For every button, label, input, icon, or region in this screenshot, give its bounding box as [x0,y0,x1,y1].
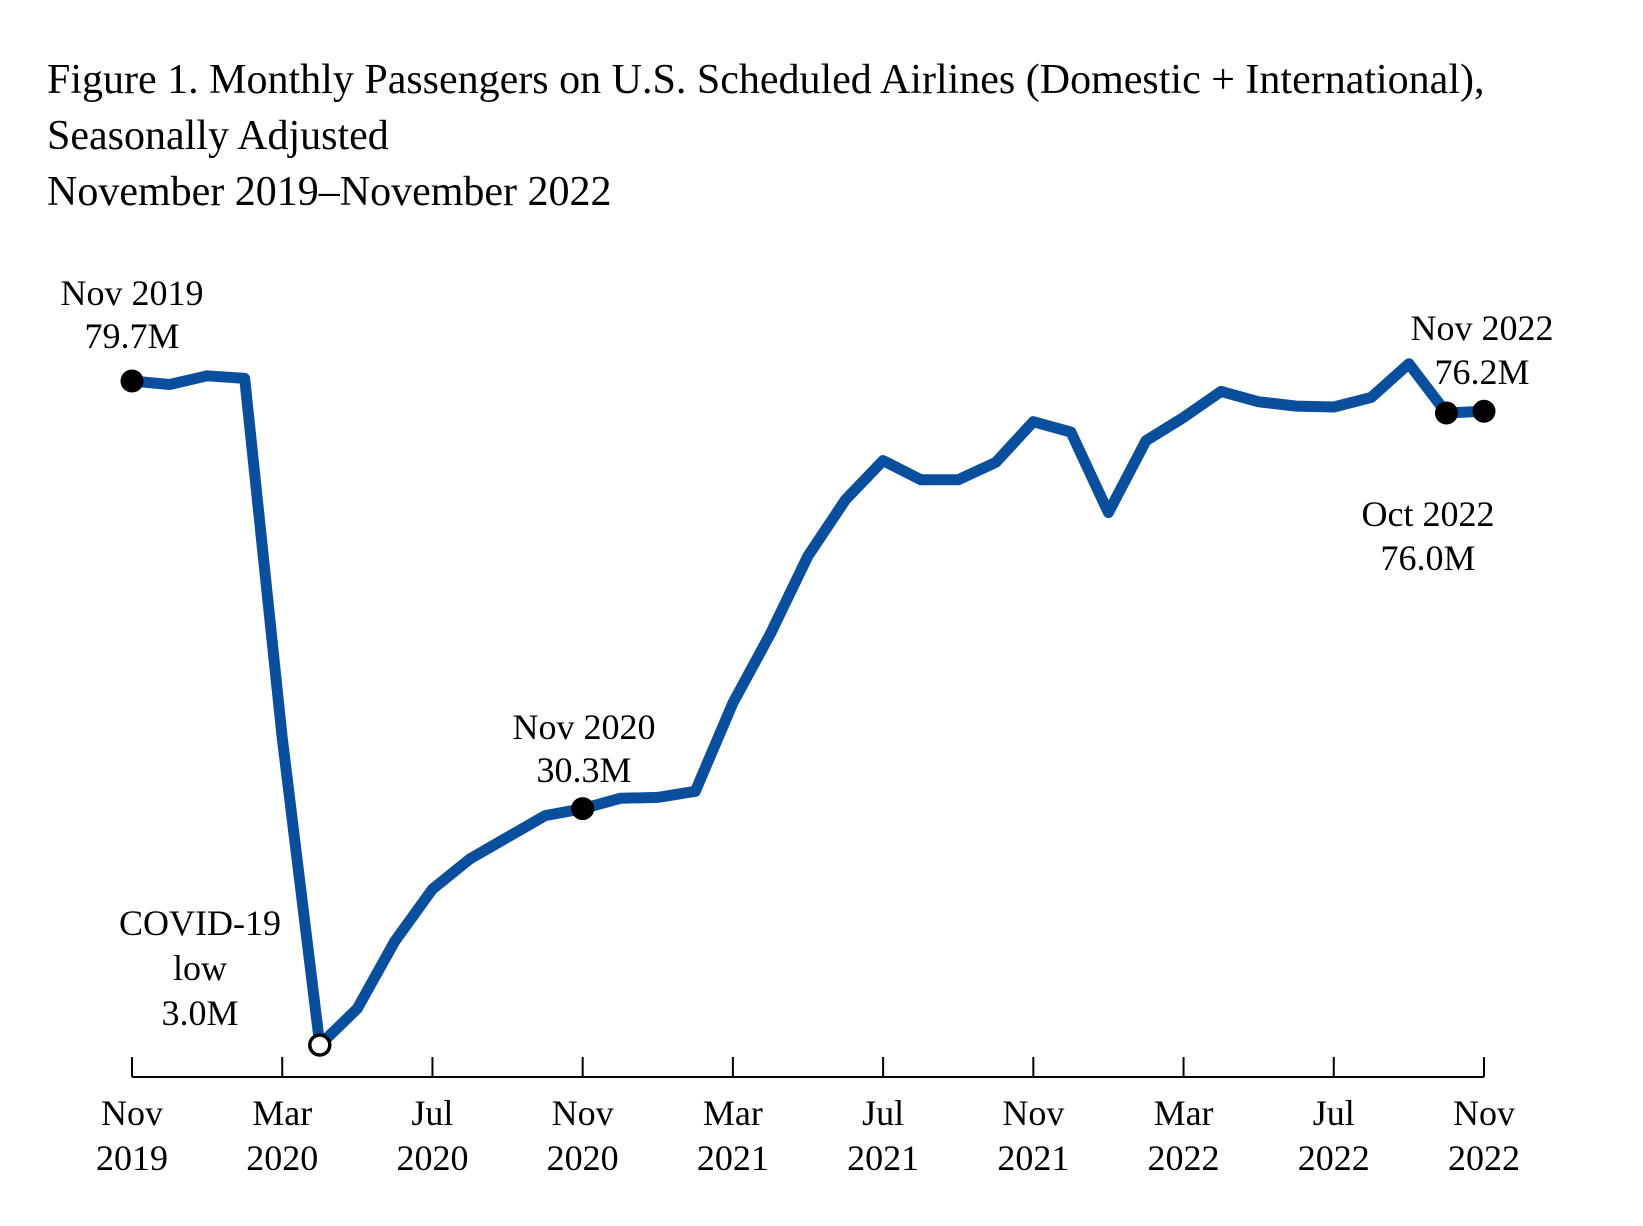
data-point-marker-low [308,1033,332,1057]
series-layer [126,358,1490,1051]
annotation-label: 3.0M [161,993,238,1033]
marker-layer [120,369,1496,1057]
chart-title-block: Figure 1. Monthly Passengers on U.S. Sch… [47,52,1484,220]
annotation-label: low [173,948,227,988]
series-line-passengers [126,358,1490,1051]
annotation-label: Nov 2019 [61,273,204,313]
annotation-label: COVID-19 [119,903,281,943]
data-point-marker [1434,401,1458,425]
x-tick-label-month: Nov [1453,1093,1515,1133]
chart-title: Figure 1. Monthly Passengers on U.S. Sch… [47,57,1485,103]
x-tick-label-year: 2020 [547,1138,619,1178]
x-tick-label-year: 2020 [396,1138,468,1178]
x-tick-label-month: Mar [252,1093,312,1133]
annotation-label: Oct 2022 [1362,494,1495,534]
x-tick-label-year: 2019 [96,1138,168,1178]
annotation-label: 76.2M [1434,352,1529,392]
x-tick-label-month: Jul [411,1093,453,1133]
annotation-label: 30.3M [536,750,631,790]
annotation-label: Nov 2020 [513,707,656,747]
annotation-label: 76.0M [1380,538,1475,578]
x-tick-label-month: Mar [1154,1093,1214,1133]
data-point-marker [120,369,144,393]
x-tick-label-year: 2022 [1148,1138,1220,1178]
x-tick-label-year: 2021 [997,1138,1069,1178]
data-point-marker [571,797,595,821]
x-tick-label-month: Jul [1313,1093,1355,1133]
x-tick-label-year: 2021 [697,1138,769,1178]
x-tick-label-year: 2021 [847,1138,919,1178]
x-tick-label-month: Nov [552,1093,614,1133]
x-tick-label-month: Nov [1002,1093,1064,1133]
annotation-label: Nov 2022 [1411,308,1554,348]
annotation-label: 79.7M [84,316,179,356]
x-tick-label-year: 2022 [1448,1138,1520,1178]
x-axis: Nov 2019 Mar 2020 Jul 2020 Nov 2020 Mar 2021 Jul 20… [96,1057,1520,1178]
chart-subtitle: November 2019–November 2022 [47,169,612,215]
x-tick-label-month: Mar [703,1093,763,1133]
data-point-marker [1472,399,1496,423]
x-tick-label-year: 2022 [1298,1138,1370,1178]
x-tick-label-year: 2020 [246,1138,318,1178]
chart-title-line2: Seasonally Adjusted [47,113,389,159]
x-tick-label-month: Nov [101,1093,163,1133]
x-tick-label-month: Jul [862,1093,904,1133]
